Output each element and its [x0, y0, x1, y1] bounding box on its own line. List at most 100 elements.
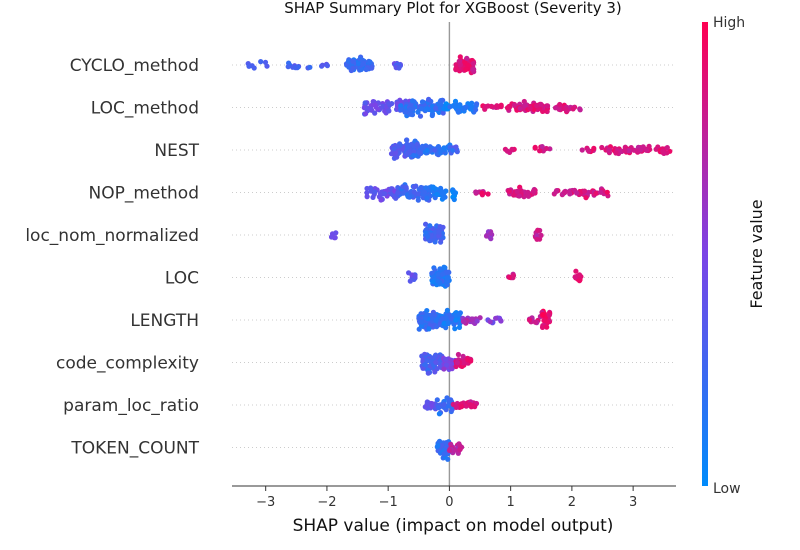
shap-point: [527, 106, 533, 112]
x-ticks: −3 −2 −1 0 1 2 3: [256, 486, 637, 510]
shap-point: [393, 150, 399, 156]
shap-point: [525, 193, 532, 199]
shap-point: [457, 54, 463, 60]
shap-point: [319, 62, 326, 68]
shap-point: [573, 268, 579, 274]
shap-point: [432, 369, 438, 375]
shap-point: [441, 264, 447, 270]
shap-point: [264, 63, 270, 69]
shap-point: [428, 403, 434, 409]
shap-point: [474, 318, 480, 324]
shap-point: [644, 147, 650, 153]
shap-point: [437, 224, 443, 230]
shap-point: [538, 101, 544, 107]
shap-point: [583, 195, 589, 201]
shap-point: [433, 359, 439, 365]
shap-point: [452, 190, 459, 196]
shap-point: [400, 146, 406, 152]
shap-point: [418, 106, 424, 112]
shap-point: [364, 190, 370, 196]
shap-point: [427, 238, 433, 244]
shap-point: [507, 274, 513, 280]
shap-point: [307, 64, 313, 70]
shap-point: [470, 61, 476, 67]
shap-point: [510, 273, 517, 279]
shap-point: [411, 149, 417, 155]
shap-point: [436, 271, 442, 277]
shap-point: [460, 353, 466, 359]
shap-point: [622, 147, 628, 154]
shap-point: [377, 191, 383, 197]
shap-point: [398, 103, 404, 109]
shap-point: [428, 358, 434, 364]
shap-point: [364, 185, 370, 192]
shap-point: [436, 405, 442, 411]
shap-point: [471, 66, 477, 73]
shap-point: [407, 111, 413, 117]
shap-point: [441, 145, 447, 151]
shap-point: [431, 147, 438, 153]
shap-point: [534, 236, 540, 242]
shap-point: [372, 189, 378, 195]
shap-point: [638, 147, 644, 153]
shap-point: [364, 194, 370, 200]
feature-label-param-loc-ratio: param_loc_ratio: [63, 396, 199, 416]
shap-point: [425, 370, 431, 376]
shap-point: [467, 402, 473, 408]
shap-point: [591, 145, 597, 151]
shap-point: [429, 112, 435, 119]
shap-point: [545, 103, 551, 109]
shap-point: [382, 191, 388, 197]
shap-point: [388, 151, 395, 157]
shap-point: [407, 278, 413, 284]
shap-point: [461, 319, 467, 325]
shap-point: [395, 190, 401, 196]
shap-point: [540, 148, 547, 154]
shap-point: [411, 184, 417, 190]
shap-point: [440, 110, 446, 116]
feature-label-loc-nom-normalized: loc_nom_normalized: [25, 226, 199, 246]
shap-point: [251, 65, 257, 71]
shap-point: [368, 106, 374, 112]
shap-point: [411, 189, 417, 195]
shap-point: [443, 362, 450, 368]
shap-point: [463, 66, 469, 73]
shap-point: [363, 111, 369, 117]
x-tick-label: −3: [256, 495, 275, 510]
shap-point: [585, 147, 591, 153]
shap-point: [441, 366, 447, 372]
chart-title: SHAP Summary Plot for XGBoost (Severity …: [284, 0, 622, 17]
shap-point: [516, 193, 522, 199]
shap-point: [440, 271, 446, 277]
shap-point: [419, 99, 426, 105]
x-tick-label: 1: [507, 495, 515, 510]
shap-point: [436, 229, 442, 235]
shap-point: [454, 149, 460, 155]
shap-point: [498, 102, 504, 108]
shap-point: [391, 146, 397, 152]
shap-point: [441, 451, 447, 457]
feature-label-nop-method: NOP_method: [89, 184, 200, 204]
x-axis-label: SHAP value (impact on model output): [293, 516, 614, 536]
shap-point: [582, 188, 588, 194]
shap-point: [434, 397, 440, 403]
shap-point: [418, 323, 424, 329]
shap-point: [404, 137, 410, 143]
shap-point: [430, 184, 436, 190]
shap-point: [563, 106, 569, 112]
shap-point: [469, 100, 475, 106]
shap-point: [473, 107, 479, 113]
shap-point: [474, 101, 480, 107]
x-tick-label: 2: [568, 495, 576, 510]
shap-point: [453, 317, 459, 323]
shap-point: [457, 446, 463, 452]
feature-label-length: LENGTH: [130, 311, 199, 331]
shap-point: [445, 320, 451, 326]
feature-label-token-count: TOKEN_COUNT: [70, 439, 199, 459]
shap-point: [498, 318, 504, 324]
shap-point: [444, 440, 450, 447]
shap-point: [517, 105, 523, 112]
shap-point: [452, 326, 458, 332]
shap-point: [403, 184, 409, 190]
shap-point: [510, 192, 517, 198]
